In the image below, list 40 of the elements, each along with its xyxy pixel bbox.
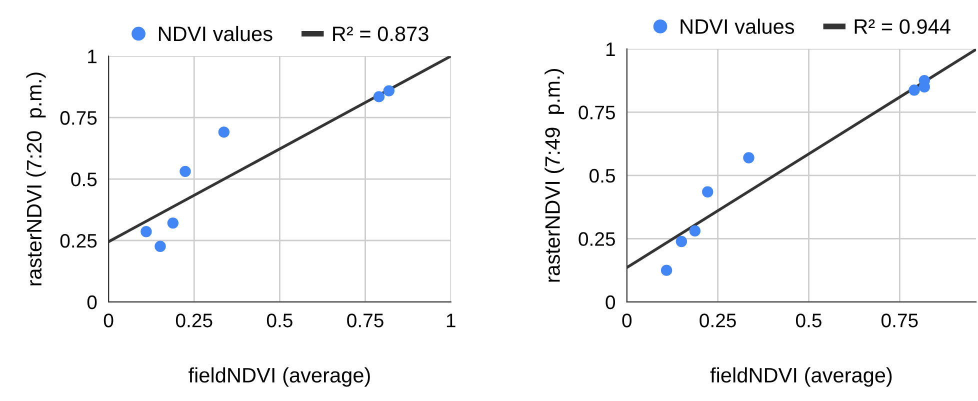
- point: [676, 236, 688, 248]
- y-tick-label: 0.5: [71, 172, 97, 186]
- x-tick-label: 0: [104, 314, 114, 328]
- legend-label: NDVI values: [158, 26, 272, 42]
- point: [140, 226, 152, 238]
- y-tick-label: 1: [88, 50, 96, 64]
- x-axis-title: fieldNDVI (average): [710, 367, 892, 387]
- point: [218, 126, 230, 138]
- y-tick-label: 0.25: [578, 232, 615, 246]
- x-tick-label: 0.75: [882, 314, 918, 328]
- x-tick-label: 0.75: [347, 314, 384, 328]
- point: [180, 166, 191, 178]
- y-tick-label: 1: [606, 42, 615, 56]
- y-tick-label: 0.25: [60, 234, 97, 248]
- y-tick-label: 0: [87, 295, 97, 310]
- point: [167, 217, 179, 229]
- x-tick-label: 0.5: [796, 314, 822, 328]
- x-tick-label: 0.5: [266, 314, 292, 328]
- y-tick-label: 0: [606, 295, 616, 310]
- legend-label: R² = 0.873: [333, 26, 428, 42]
- point: [702, 186, 714, 198]
- point: [154, 240, 166, 252]
- y-tick-label: 0.75: [578, 106, 615, 120]
- point: [743, 152, 754, 164]
- y-axis-title: rasterNDVI (7:20 p.m.): [26, 72, 46, 286]
- y-tick-label: 0.75: [60, 111, 97, 125]
- point: [383, 85, 395, 96]
- y-tick-label: 0.5: [590, 168, 615, 183]
- x-tick-label: 0: [622, 314, 632, 328]
- point: [373, 91, 385, 102]
- y-axis-title: rasterNDVI (7:49 p.m.): [544, 69, 564, 282]
- x-tick-label: 0.25: [176, 314, 212, 328]
- x-tick-label: 1: [446, 314, 456, 328]
- point: [660, 264, 672, 276]
- x-tick-label: 0.25: [700, 314, 736, 328]
- point: [689, 225, 701, 236]
- legend-label: R² = 0.944: [854, 19, 950, 34]
- x-axis-title: fieldNDVI (average): [188, 367, 370, 387]
- legend-label: NDVI values: [680, 18, 794, 34]
- point: [908, 84, 920, 96]
